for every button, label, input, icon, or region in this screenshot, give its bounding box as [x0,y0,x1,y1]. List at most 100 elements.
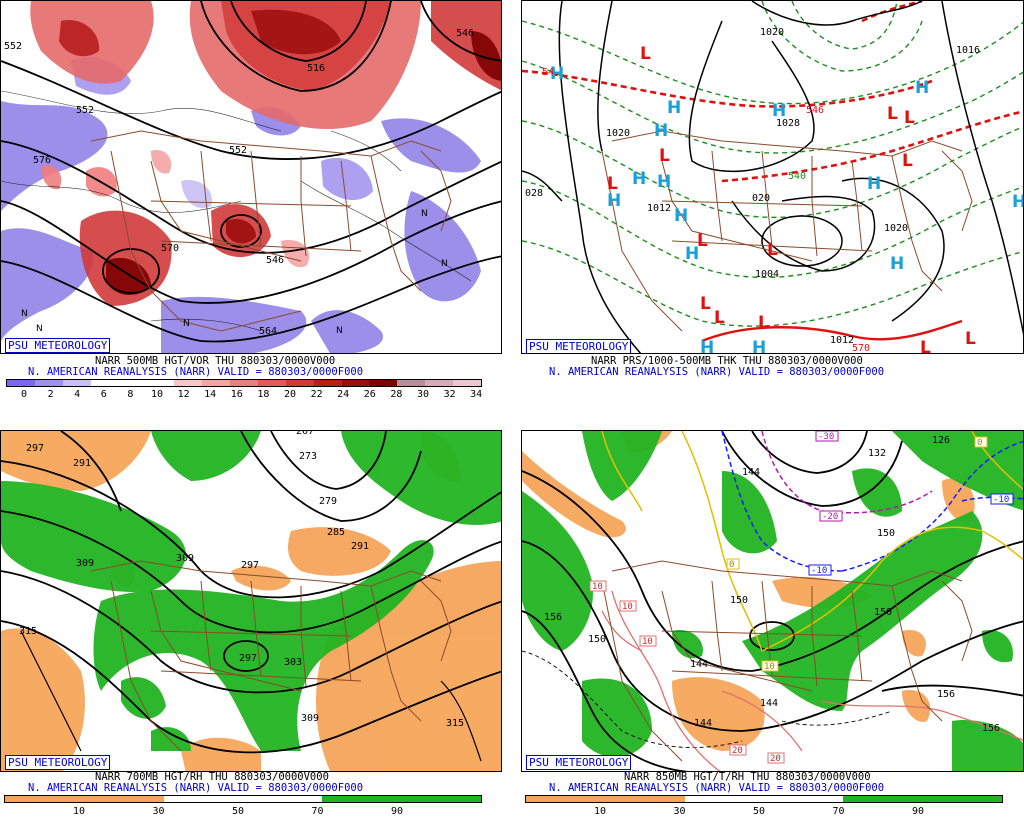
svg-text:156: 156 [982,723,1000,734]
svg-text:L: L [697,231,708,251]
svg-text:297: 297 [241,560,259,571]
panel-sea-level-pressure-thickness: L H H H L L H H H H L H L H H H L L L H [521,0,1024,400]
tick-label: 24 [337,389,350,400]
psu-meteorology-badge: PSU METEOROLOGY [526,755,632,770]
svg-text:L: L [965,329,976,349]
tick-label: 22 [310,389,323,400]
tick-label: 90 [390,806,404,817]
tick-label: 30 [152,806,165,817]
tick-label: 18 [257,389,270,400]
svg-text:H: H [654,121,668,141]
tick-label: 50 [752,806,766,817]
tick-label: 10 [72,806,86,817]
svg-text:552: 552 [229,145,247,156]
rh-color-bar [4,795,482,803]
svg-text:132: 132 [868,448,886,459]
svg-text:N: N [441,259,448,269]
tick-label: 16 [230,389,243,400]
svg-text:N: N [336,326,343,336]
svg-text:H: H [550,64,564,84]
svg-text:L: L [640,44,651,64]
svg-text:144: 144 [760,698,778,709]
svg-text:303: 303 [284,657,302,668]
chart-title-line1: NARR 500MB HGT/VOR THU 880303/0000V000 [95,355,336,367]
svg-text:20: 20 [732,746,743,756]
svg-text:1016: 1016 [956,45,980,56]
svg-text:309: 309 [301,713,319,724]
svg-text:150: 150 [874,607,892,618]
svg-text:1004: 1004 [755,269,779,280]
psu-meteorology-badge: PSU METEOROLOGY [5,755,111,770]
tick-label: 20 [283,389,297,400]
svg-text:L: L [607,174,618,194]
svg-text:546: 546 [806,105,824,116]
map-850mb: 144 132 126 150 156 150 144 144 144 150 … [521,430,1024,772]
svg-text:-10: -10 [811,566,827,576]
svg-text:N: N [421,209,428,219]
svg-text:144: 144 [694,718,712,729]
svg-text:H: H [772,101,786,121]
chart-title-line2: N. AMERICAN REANALYSIS (NARR) VALID = 88… [549,782,885,794]
tick-label: 90 [911,806,925,817]
svg-text:150: 150 [877,528,895,539]
chart-title-line2: N. AMERICAN REANALYSIS (NARR) VALID = 88… [549,366,885,378]
svg-text:144: 144 [742,467,760,478]
tick-label: 26 [363,389,376,400]
svg-text:10: 10 [622,602,633,612]
svg-text:516: 516 [307,63,325,74]
svg-text:H: H [632,169,646,189]
svg-text:1020: 1020 [884,223,908,234]
svg-text:N: N [183,319,190,329]
svg-text:564: 564 [259,326,277,337]
svg-text:150: 150 [730,595,748,606]
svg-text:150: 150 [588,634,606,645]
svg-text:10: 10 [592,582,603,592]
svg-text:1028: 1028 [776,118,800,129]
svg-text:1012: 1012 [830,335,854,346]
tick-label: 28 [390,389,403,400]
tick-label: 70 [832,806,845,817]
svg-text:H: H [890,254,904,274]
panel-850mb-temperature-humidity: 144 132 126 150 156 150 144 144 144 150 … [521,430,1024,819]
tick-label: 70 [311,806,324,817]
svg-text:297: 297 [26,443,44,454]
svg-text:156: 156 [937,689,955,700]
svg-text:570: 570 [852,343,870,354]
map-700mb: 297 291 273 279 285 291 297 309 309 315 … [0,430,502,772]
svg-text:552: 552 [76,105,94,116]
svg-text:H: H [752,338,766,354]
svg-text:540: 540 [788,171,806,182]
svg-text:267: 267 [296,431,314,437]
svg-text:L: L [700,294,711,314]
svg-text:309: 309 [76,558,94,569]
chart-title-line2: N. AMERICAN REANALYSIS (NARR) VALID = 88… [28,366,364,378]
svg-text:291: 291 [351,541,369,552]
svg-text:L: L [767,240,778,260]
psu-meteorology-badge: PSU METEOROLOGY [5,338,111,353]
svg-text:L: L [904,108,915,128]
svg-text:H: H [607,191,621,211]
svg-text:L: L [714,308,725,328]
svg-text:L: L [758,313,769,333]
svg-text:L: L [887,104,898,124]
svg-text:H: H [674,206,688,226]
tick-label: 30 [673,806,686,817]
svg-text:315: 315 [19,626,37,637]
panel-700mb-relative-humidity: 297 291 273 279 285 291 297 309 309 315 … [0,430,503,819]
tick-label: 12 [177,389,190,400]
svg-text:1020: 1020 [606,128,630,139]
vorticity-tick-labels: 0 2 4 6 8 10 12 14 16 18 20 22 24 26 28 30 32 34 [6,389,482,400]
tick-label: 4 [74,389,81,400]
svg-text:126: 126 [932,435,950,446]
tick-label: 14 [204,389,217,400]
svg-text:546: 546 [456,28,474,39]
tick-label: 0 [20,389,28,400]
vorticity-color-bar [6,379,482,387]
svg-text:L: L [659,146,670,166]
tick-label: 2 [47,389,54,400]
rh-tick-labels: 10 30 50 70 90 [525,806,1003,817]
svg-text:H: H [1012,192,1024,212]
svg-text:144: 144 [690,659,708,670]
svg-text:10: 10 [642,637,653,647]
